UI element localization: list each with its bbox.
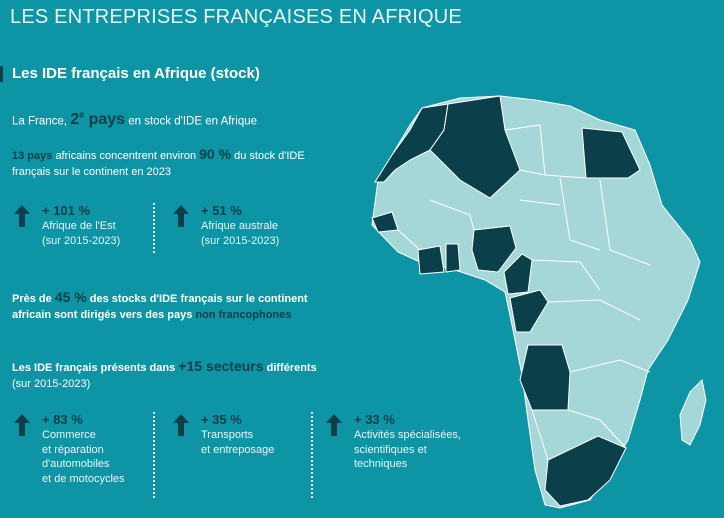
rank-statement: La France, 2e pays en stock d'IDE en Afr… [12,110,257,129]
rank-prefix: La France, [12,115,67,128]
africa-map [371,95,707,509]
rank-ordinal: e [79,110,85,120]
stat-value: + 51 % [201,203,242,218]
stat-value: + 35 % [201,412,242,427]
stat-value: + 83 % [42,412,83,427]
rank-suffix: en stock d'IDE en Afrique [128,115,258,128]
divider [153,412,155,498]
up-arrow-icon [14,414,30,436]
stat-transport: + 35 % Transports et entreposage [173,411,274,457]
rank-number: 2e pays [70,110,126,129]
country-cameroon [503,253,533,295]
nonfranco-pct: 45 % [54,289,87,305]
stat-label: Afrique de l'Est [42,220,116,232]
nonfranco-statement: Près de 45 % des stocks d'IDE français s… [12,289,308,321]
nonfranco-highlight: non francophones [195,309,292,321]
up-arrow-icon [173,205,189,227]
stat-east-africa: + 101 % Afrique de l'Est (sur 2015-2023) [14,202,120,248]
country-count: 13 pays [12,150,53,162]
sectors-statement: Les IDE français présents dans +15 secte… [12,358,317,390]
country-ghana [445,243,461,273]
country-borders [397,124,651,461]
section-title: Les IDE français en Afrique (stock) [0,65,260,82]
country-south-africa [544,435,627,507]
divider [153,203,155,253]
stat-period: (sur 2015-2023) [42,234,121,247]
concentration-statement: 13 pays africains concentrent environ 90… [12,146,305,178]
country-cote-divoire [417,245,445,275]
up-arrow-icon [14,205,30,227]
divider [311,412,313,498]
page-title: LES ENTREPRISES FRANÇAISES EN AFRIQUE [10,6,462,28]
stat-value: + 101 % [42,203,91,218]
up-arrow-icon [326,414,342,436]
country-gabon-congo [509,289,549,333]
stat-southern-africa: + 51 % Afrique australe (sur 2015-2023) [173,202,279,248]
country-algeria [429,95,521,199]
sector-count: +15 secteurs [178,358,264,374]
stat-scientific: + 33 % Activités spécialisées, scientifi… [326,411,461,472]
stat-commerce: + 83 % Commerce et réparation d'automobi… [14,411,125,486]
rank-word: pays [88,111,126,129]
stat-value: + 33 % [354,412,395,427]
country-egypt [581,127,641,179]
up-arrow-icon [173,414,189,436]
stat-label: Afrique australe [201,220,279,232]
madagascar-shape [679,378,707,446]
country-nigeria [471,225,517,273]
section-marker [0,65,3,82]
concentration-pct: 90 % [199,146,232,162]
stat-period: (sur 2015-2023) [201,234,280,247]
section-title-text: Les IDE français en Afrique (stock) [12,65,260,82]
